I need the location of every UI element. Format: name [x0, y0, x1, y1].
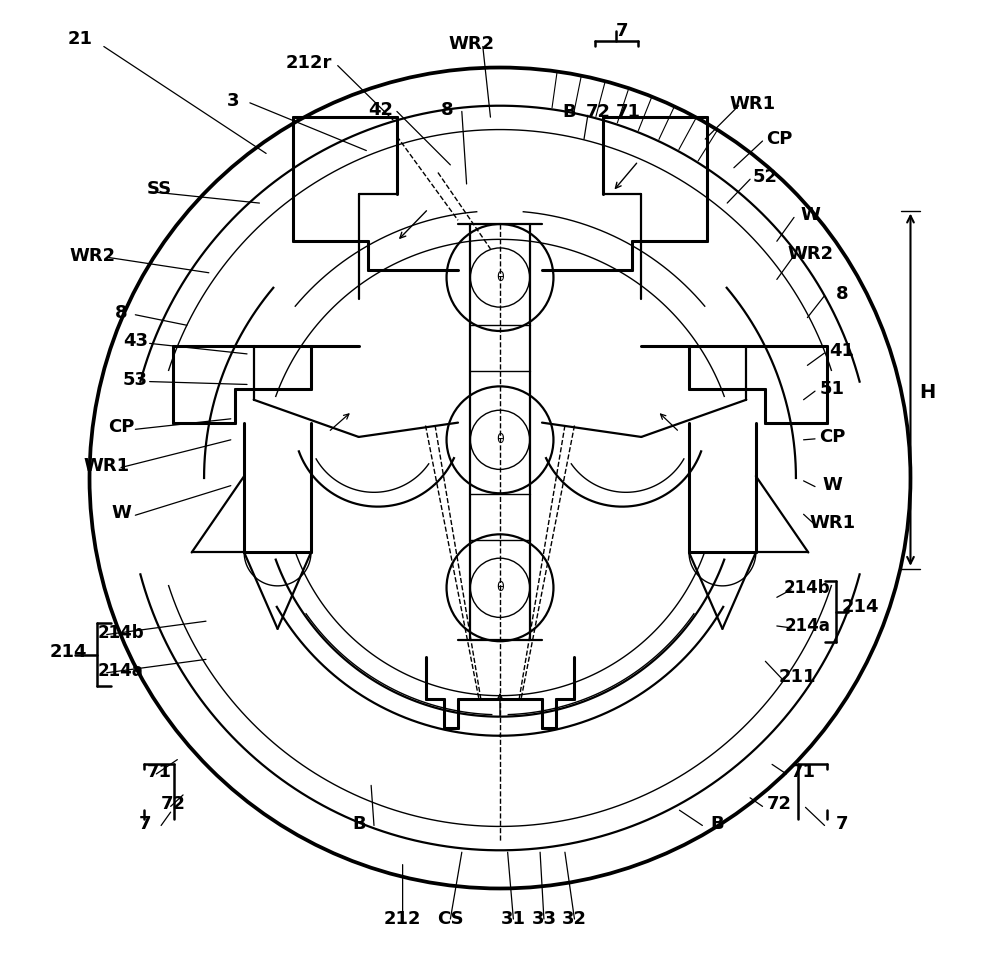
Text: 7: 7: [616, 22, 628, 40]
Text: W: W: [800, 206, 820, 225]
Text: 211: 211: [779, 667, 817, 685]
Text: B: B: [352, 815, 366, 833]
Text: W: W: [111, 505, 131, 522]
Text: 42: 42: [368, 101, 393, 120]
Text: 214: 214: [842, 598, 880, 616]
Text: 212: 212: [384, 910, 421, 928]
Text: 51: 51: [820, 380, 845, 399]
Text: 71: 71: [147, 763, 172, 781]
Text: 32: 32: [562, 910, 587, 928]
Text: WR1: WR1: [809, 514, 855, 532]
Text: 72: 72: [586, 103, 611, 121]
Text: H: H: [920, 382, 936, 402]
Text: 212r: 212r: [286, 54, 332, 72]
Text: W: W: [822, 476, 842, 493]
Text: WR1: WR1: [84, 457, 130, 474]
Text: 7: 7: [836, 815, 848, 833]
Text: CP: CP: [767, 130, 793, 148]
Text: 71: 71: [615, 103, 640, 121]
Text: 214b: 214b: [784, 578, 831, 597]
Text: 72: 72: [161, 795, 186, 814]
Text: CP: CP: [108, 419, 134, 436]
Text: SS: SS: [147, 180, 172, 198]
Text: 33: 33: [531, 910, 556, 928]
Text: 31: 31: [501, 910, 526, 928]
Text: 71: 71: [791, 763, 816, 781]
Text: WR2: WR2: [787, 245, 833, 263]
Text: θ: θ: [496, 272, 504, 284]
Text: θ: θ: [496, 433, 504, 446]
Text: 53: 53: [123, 371, 148, 389]
Text: 214: 214: [50, 642, 87, 661]
Text: 21: 21: [67, 30, 92, 48]
Text: 52: 52: [753, 168, 778, 186]
Text: 41: 41: [829, 342, 854, 360]
Text: CS: CS: [437, 910, 464, 928]
Text: B: B: [562, 103, 576, 121]
Text: WR2: WR2: [69, 247, 115, 265]
Text: 214b: 214b: [98, 623, 144, 641]
Text: 8: 8: [115, 304, 127, 322]
Text: θ: θ: [496, 581, 504, 595]
Text: WR1: WR1: [730, 95, 776, 113]
Text: 43: 43: [123, 333, 148, 351]
Text: 3: 3: [226, 92, 239, 110]
Text: 72: 72: [767, 795, 792, 814]
Text: CP: CP: [819, 428, 845, 445]
Text: WR2: WR2: [448, 34, 494, 53]
Text: 214a: 214a: [784, 617, 830, 635]
Text: 8: 8: [441, 101, 454, 120]
Text: B: B: [711, 815, 724, 833]
Text: 8: 8: [835, 285, 848, 303]
Text: 7: 7: [139, 815, 151, 833]
Text: 214a: 214a: [98, 662, 144, 680]
